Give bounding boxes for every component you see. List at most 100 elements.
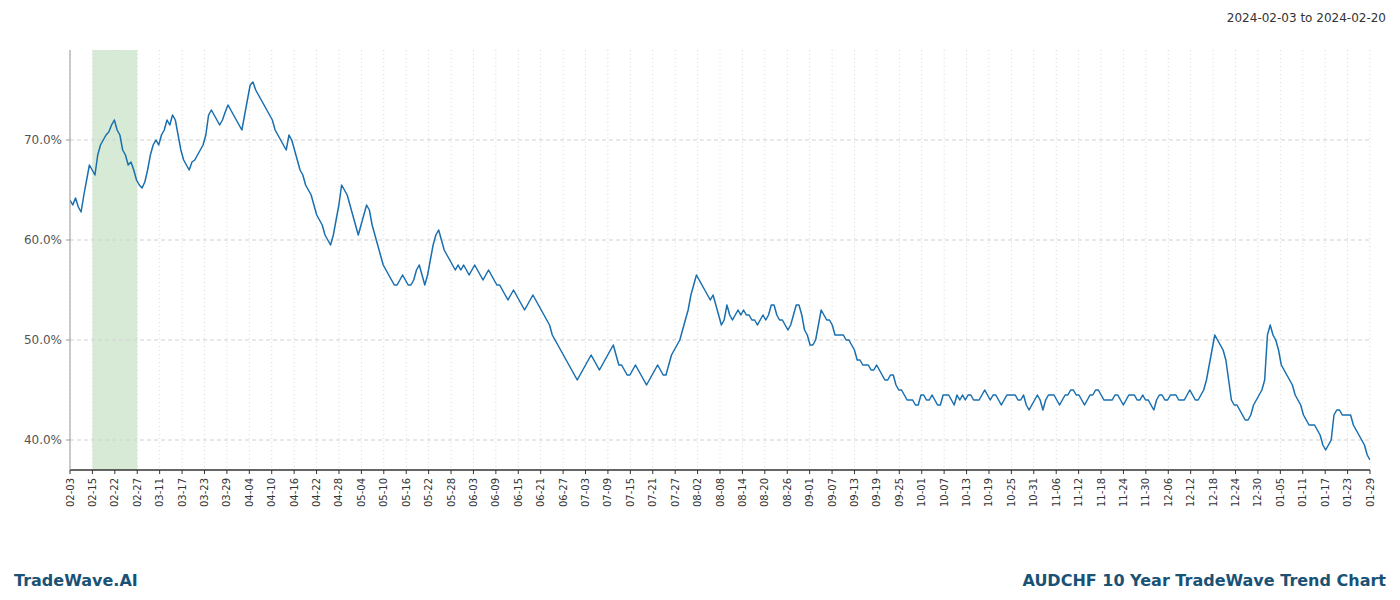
x-tick (921, 470, 922, 474)
x-tick-label: 08-08 (715, 478, 726, 507)
annotation: TradeWave.AI (14, 571, 138, 590)
x-grid-line (832, 50, 833, 470)
x-tick (1235, 470, 1236, 474)
x-tick-label: 07-03 (580, 478, 591, 507)
x-tick-label: 06-03 (468, 478, 479, 507)
x-tick (1078, 470, 1079, 474)
x-tick (249, 470, 250, 474)
subtitle: 2024-02-03 to 2024-02-20 (1227, 11, 1386, 25)
x-tick (540, 470, 541, 474)
x-grid-line (1168, 50, 1169, 470)
x-tick (652, 470, 653, 474)
x-grid-line (921, 50, 922, 470)
x-tick-label: 05-22 (423, 478, 434, 507)
x-tick-label: 09-19 (871, 478, 882, 507)
x-grid-line (1078, 50, 1079, 470)
x-grid-line (1033, 50, 1034, 470)
x-tick (1011, 470, 1012, 474)
x-grid-line (988, 50, 989, 470)
shaded-span (92, 50, 137, 470)
x-tick (787, 470, 788, 474)
x-tick-label: 11-30 (1140, 478, 1151, 507)
x-tick-label: 11-12 (1073, 478, 1084, 507)
x-grid-line (473, 50, 474, 470)
x-tick-label: 07-27 (670, 478, 681, 507)
x-grid-line (1123, 50, 1124, 470)
x-tick (114, 470, 115, 474)
y-grid-line (70, 240, 1370, 241)
x-grid-line (114, 50, 115, 470)
axes: 40.0%50.0%60.0%70.0%02-0302-1502-2202-27… (24, 50, 1376, 507)
x-tick-label: 05-04 (356, 478, 367, 507)
chart: 40.0%50.0%60.0%70.0%02-0302-1502-2202-27… (0, 0, 1400, 600)
x-tick (1190, 470, 1191, 474)
x-grid-line (652, 50, 653, 470)
x-tick (675, 470, 676, 474)
x-tick-label: 09-13 (849, 478, 860, 507)
y-tick (66, 240, 70, 241)
x-grid-line (1257, 50, 1258, 470)
x-tick-label: 05-16 (401, 478, 412, 507)
x-grid-line (294, 50, 295, 470)
x-tick (473, 470, 474, 474)
x-grid-line (876, 50, 877, 470)
x-tick-label: 03-17 (177, 478, 188, 507)
x-tick (1145, 470, 1146, 474)
x-tick-label: 10-25 (1006, 478, 1017, 507)
x-tick (1056, 470, 1057, 474)
x-tick (944, 470, 945, 474)
y-grid-line (70, 440, 1370, 441)
x-grid-line (630, 50, 631, 470)
x-tick-label: 03-23 (199, 478, 210, 507)
x-tick-label: 08-02 (692, 478, 703, 507)
x-tick (854, 470, 855, 474)
x-tick (338, 470, 339, 474)
x-grid-line (226, 50, 227, 470)
x-grid-line (1302, 50, 1303, 470)
x-tick-label: 11-06 (1051, 478, 1062, 507)
x-tick (92, 470, 93, 474)
series-group (70, 82, 1370, 460)
x-tick (899, 470, 900, 474)
y-tick (66, 340, 70, 341)
y-tick (66, 140, 70, 141)
x-tick-label: 10-19 (983, 478, 994, 507)
x-grid-line (70, 50, 71, 470)
x-tick-label: 04-28 (333, 478, 344, 507)
x-grid-line (92, 50, 93, 470)
x-grid-line (1011, 50, 1012, 470)
x-tick (204, 470, 205, 474)
x-tick (1213, 470, 1214, 474)
x-tick (406, 470, 407, 474)
x-tick-label: 09-25 (894, 478, 905, 507)
x-tick-label: 02-22 (109, 478, 120, 507)
x-tick-label: 02-15 (87, 478, 98, 507)
x-tick-label: 06-21 (535, 478, 546, 507)
x-tick (832, 470, 833, 474)
x-grid-line (451, 50, 452, 470)
x-tick (988, 470, 989, 474)
x-tick-label: 08-26 (782, 478, 793, 507)
x-tick (607, 470, 608, 474)
x-tick (1033, 470, 1034, 474)
x-tick (1123, 470, 1124, 474)
x-tick (764, 470, 765, 474)
x-tick-label: 12-12 (1185, 478, 1196, 507)
x-tick (294, 470, 295, 474)
x-tick (1101, 470, 1102, 474)
x-tick-label: 04-10 (266, 478, 277, 507)
x-tick (809, 470, 810, 474)
x-tick-label: 03-29 (221, 478, 232, 507)
x-tick-label: 01-05 (1275, 478, 1286, 507)
x-grid-line (159, 50, 160, 470)
x-grid-line (854, 50, 855, 470)
x-tick-label: 10-31 (1028, 478, 1039, 507)
x-grid-line (204, 50, 205, 470)
x-tick (271, 470, 272, 474)
x-grid-line (809, 50, 810, 470)
x-tick-label: 01-23 (1342, 478, 1353, 507)
x-tick-label: 07-15 (625, 478, 636, 507)
y-tick-label: 50.0% (24, 333, 62, 347)
x-grid-line (1325, 50, 1326, 470)
x-tick-label: 12-30 (1252, 478, 1263, 507)
